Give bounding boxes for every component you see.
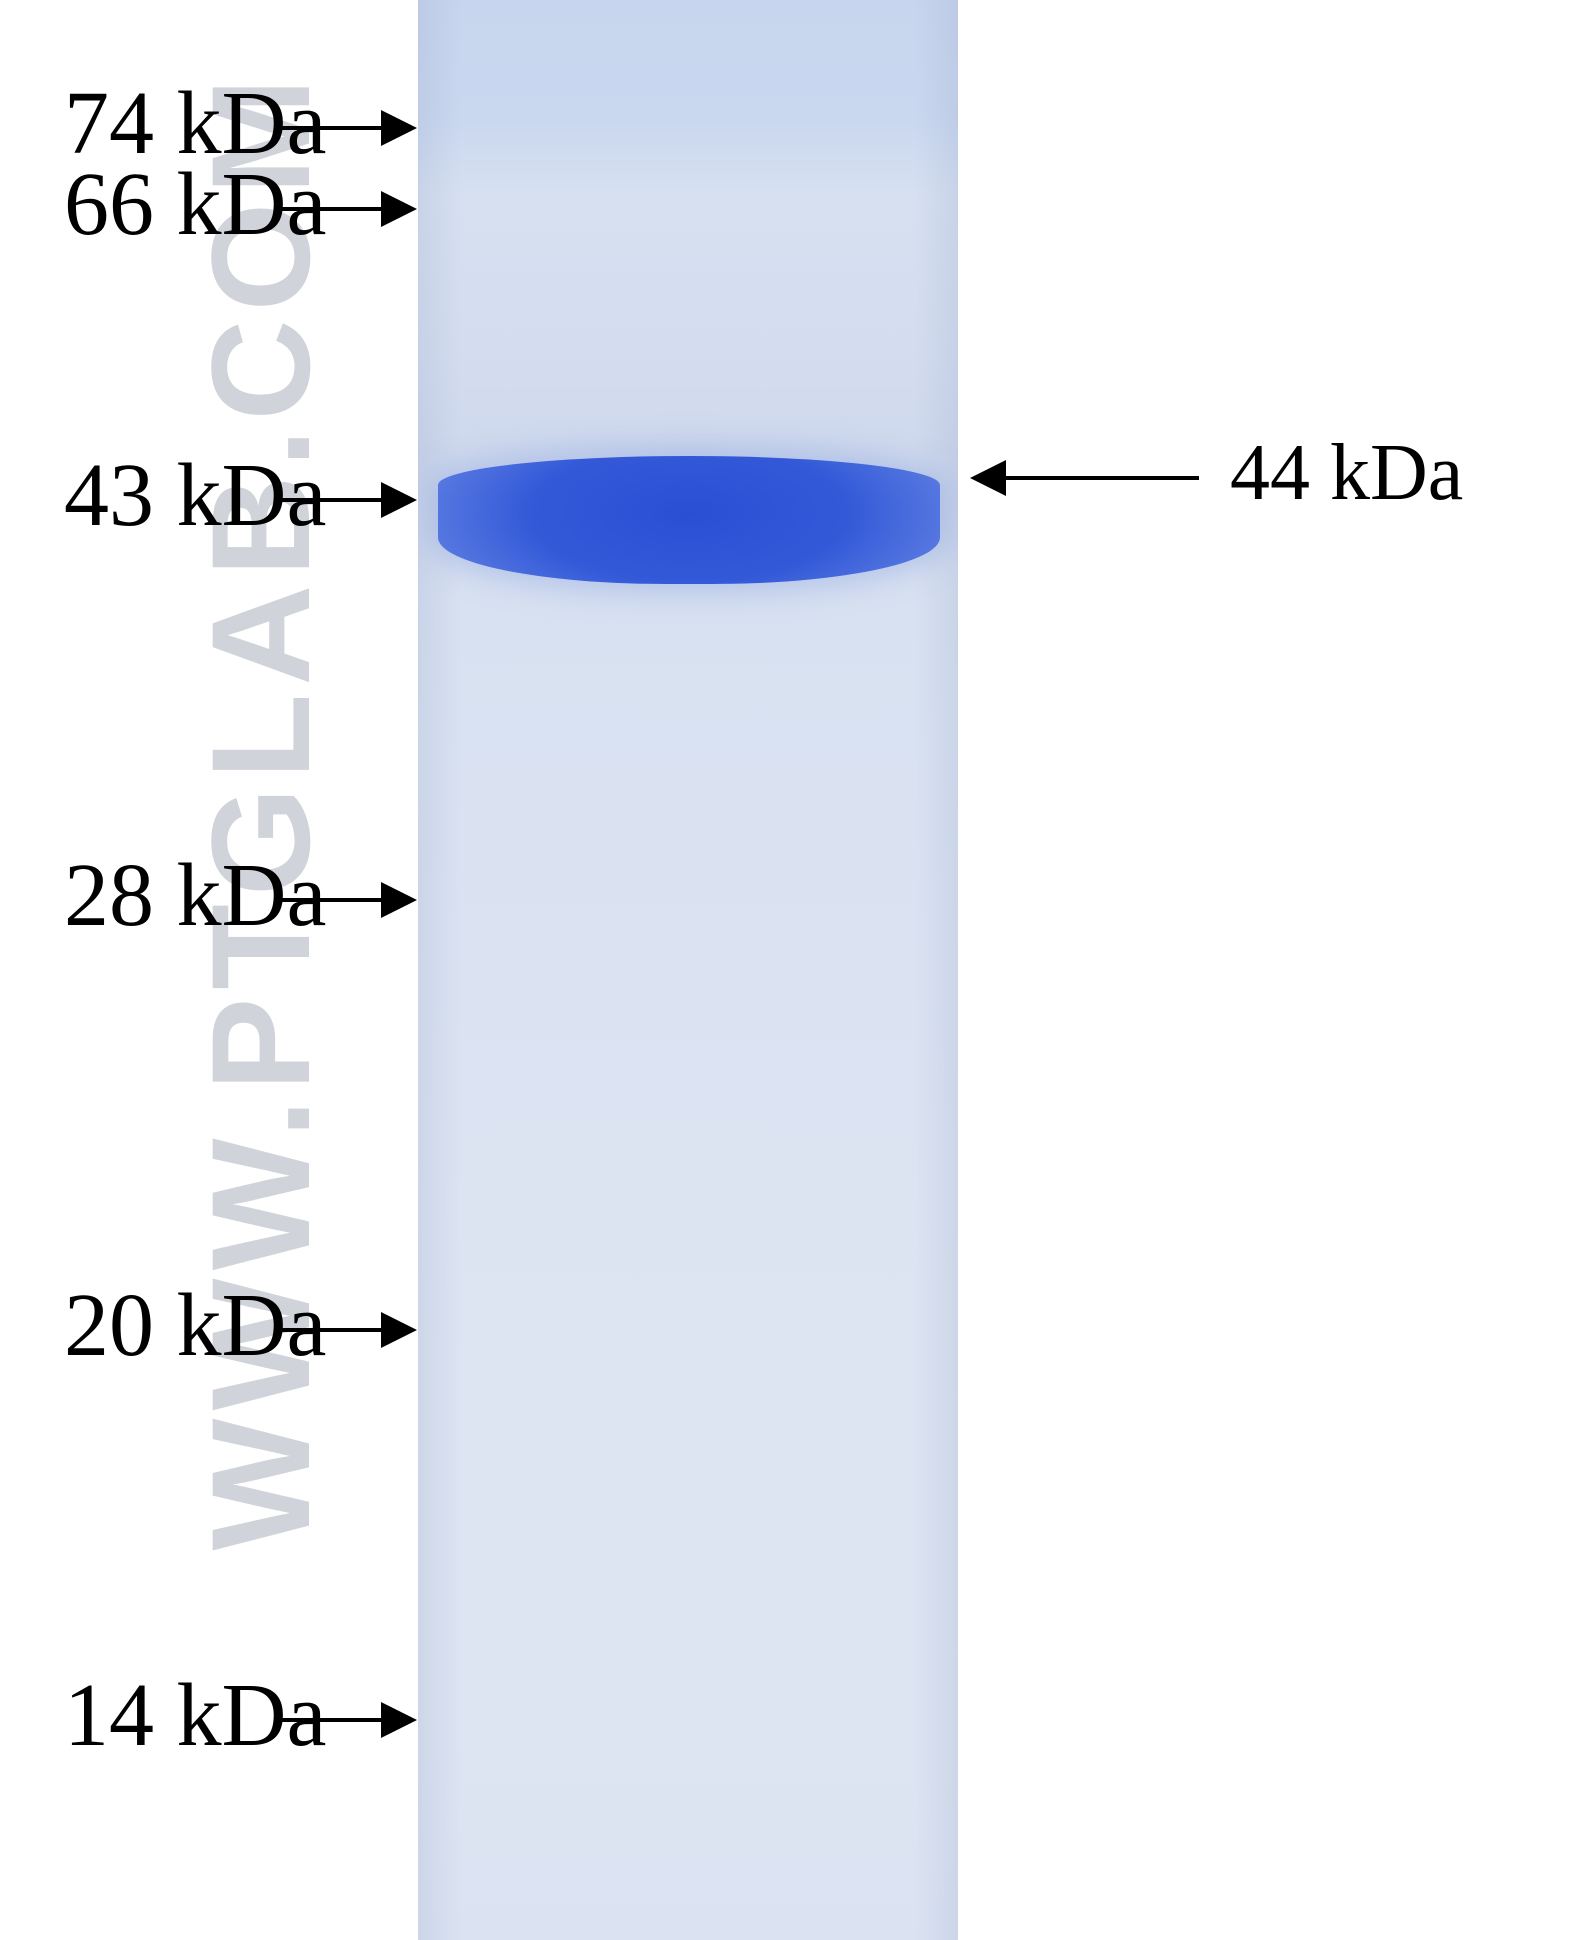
ladder-marker-arrow	[282, 1702, 417, 1738]
ladder-marker-label: 20 kDa	[64, 1274, 282, 1377]
ladder-marker-label: 43 kDa	[64, 444, 282, 547]
ladder-marker-label: 66 kDa	[64, 153, 282, 256]
ladder-marker-label: 28 kDa	[64, 844, 282, 947]
gel-figure: WWW.PTGLAB.COM 74 kDa66 kDa43 kDa28 kDa2…	[0, 0, 1585, 1940]
ladder-marker-label: 14 kDa	[64, 1664, 282, 1767]
gel-lane	[418, 0, 958, 1940]
sample-band-label: 44 kDa	[1230, 428, 1463, 519]
gel-lane-background	[418, 0, 958, 1940]
ladder-marker-arrow	[282, 482, 417, 518]
ladder-marker-arrow	[282, 882, 417, 918]
ladder-marker-arrow	[282, 110, 417, 146]
ladder-marker-arrow	[282, 191, 417, 227]
sample-band-arrow	[970, 460, 1199, 496]
protein-band	[438, 456, 940, 584]
ladder-marker-arrow	[282, 1312, 417, 1348]
